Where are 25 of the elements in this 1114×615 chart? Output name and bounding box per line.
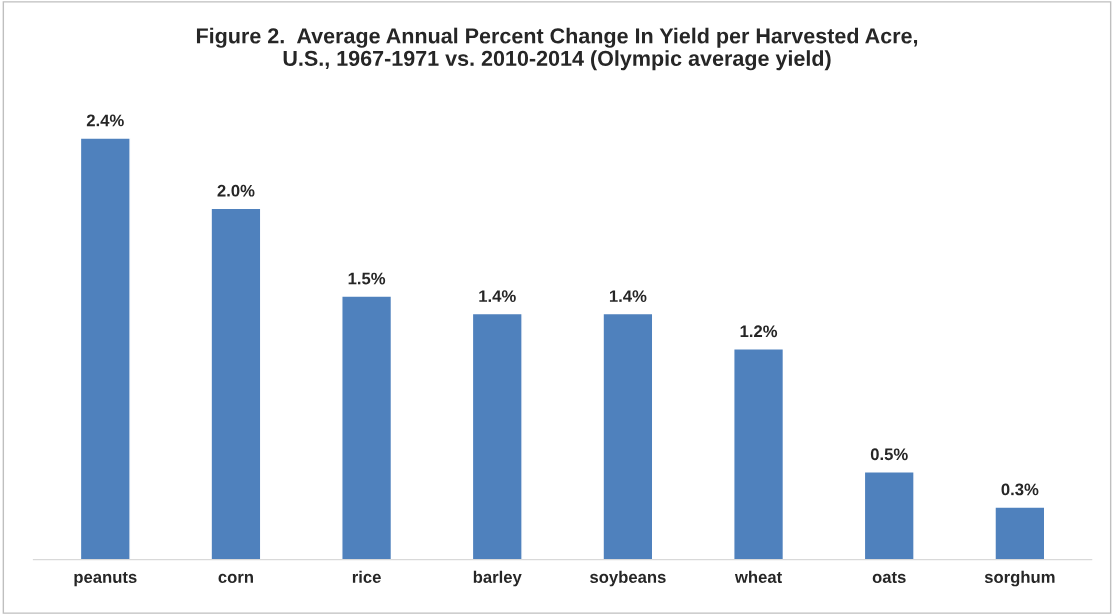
data-label: 0.5% <box>870 448 908 461</box>
bar <box>994 506 1046 560</box>
data-label: 0.3% <box>1001 483 1039 496</box>
x-tick-label: corn <box>218 573 253 583</box>
x-tick-label: rice <box>352 570 381 583</box>
x-tick-label: sorghum <box>984 570 1055 587</box>
chart-title: Figure 2. Average Annual Percent Change In Yield per Harvested Acre, U.S., 1967-1971 vs. 2010-2014 (Olympic average yield) <box>196 27 918 71</box>
bar <box>733 348 785 560</box>
data-label: 1.4% <box>609 290 647 302</box>
data-label: 2.0% <box>217 184 255 197</box>
bar <box>79 137 131 560</box>
bar <box>863 471 915 560</box>
x-tick-label: barley <box>473 570 522 587</box>
bar <box>471 312 523 560</box>
data-label: 1.5% <box>348 272 386 285</box>
x-tick-label: oats <box>872 571 906 583</box>
x-tick-label: wheat <box>734 570 782 583</box>
bar <box>341 295 393 560</box>
bar <box>210 207 262 560</box>
x-tick-label: soybeans <box>590 570 666 587</box>
data-label: 2.4% <box>86 114 124 127</box>
bar <box>602 312 654 560</box>
data-label: 1.4% <box>479 290 516 302</box>
x-tick-label: peanuts <box>74 571 137 587</box>
data-label: 1.2% <box>740 325 778 338</box>
